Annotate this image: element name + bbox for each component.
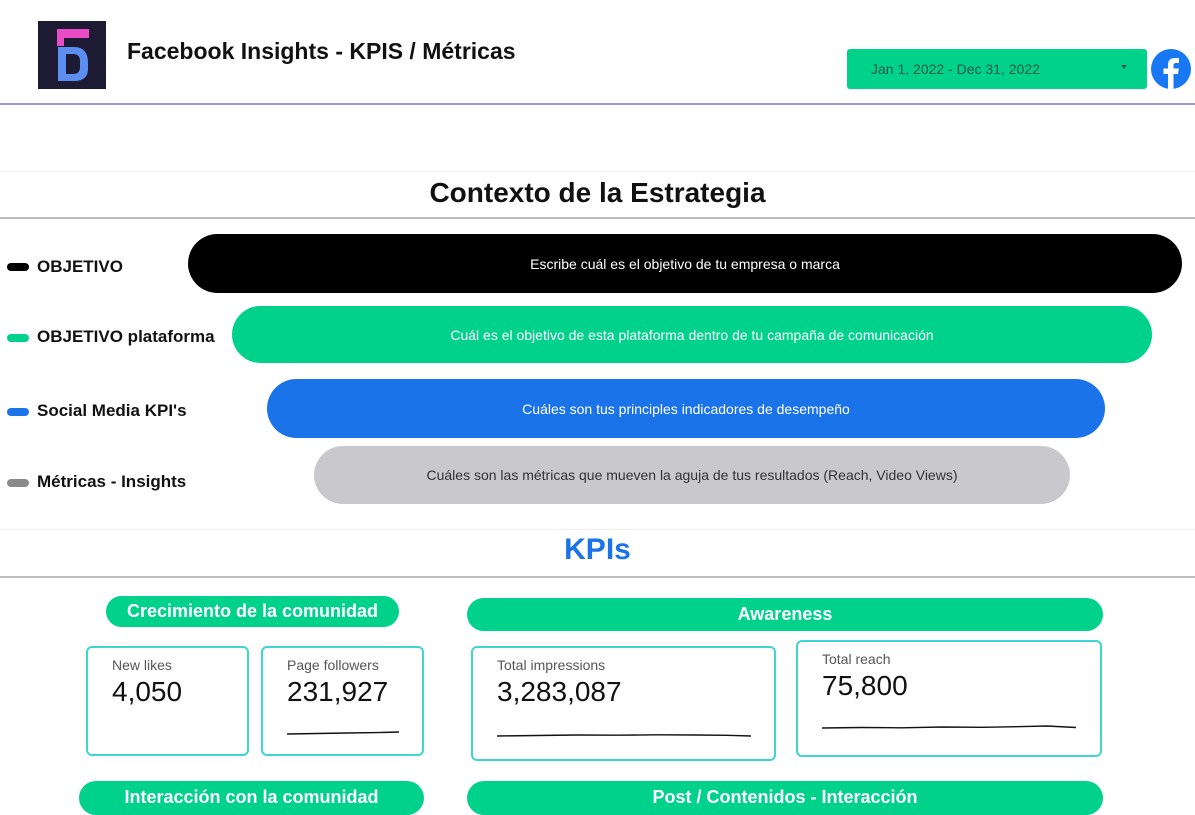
context-section-title: Contexto de la Estrategia	[429, 177, 766, 208]
date-range-label: Jan 1, 2022 - Dec 31, 2022	[871, 61, 1040, 77]
post-contenidos-heading: Post / Contenidos - Interacción	[467, 781, 1103, 815]
total-reach-value: 75,800	[822, 670, 908, 701]
objetivo-plataforma-bullet-icon	[7, 334, 29, 342]
page-followers-card: Page followers 231,927	[261, 646, 424, 756]
kpi-bullet-icon	[7, 408, 29, 416]
interaccion-comunidad-heading: Interacción con la comunidad	[79, 781, 424, 815]
page-followers-label: Page followers	[287, 657, 379, 673]
total-impressions-value: 3,283,087	[497, 676, 622, 707]
header-divider	[0, 103, 1195, 105]
total-reach-label: Total reach	[822, 651, 891, 667]
page-followers-sparkline	[287, 731, 399, 735]
awareness-heading: Awareness	[467, 598, 1103, 631]
new-likes-value: 4,050	[112, 676, 183, 707]
context-section-header: Contexto de la Estrategia	[0, 171, 1195, 219]
total-impressions-card: Total impressions 3,283,087	[471, 646, 776, 761]
facebook-icon[interactable]	[1151, 49, 1191, 89]
page-followers-value: 231,927	[287, 676, 389, 707]
total-impressions-sparkline	[497, 734, 751, 737]
crecimiento-comunidad-heading: Crecimiento de la comunidad	[106, 596, 399, 627]
objetivo-plataforma-pill: Cuál es el objetivo de esta plataforma d…	[232, 306, 1152, 363]
date-range-picker[interactable]: Jan 1, 2022 - Dec 31, 2022	[847, 49, 1147, 89]
objetivo-bullet-icon	[7, 263, 29, 271]
new-likes-card: New likes 4,050	[86, 646, 249, 756]
chevron-down-icon	[1121, 65, 1127, 69]
metricas-insights-label: Métricas - Insights	[37, 472, 187, 491]
kpis-section-header: KPIs	[0, 529, 1195, 578]
brand-d-logo-icon	[38, 21, 106, 89]
social-media-kpis-label: Social Media KPI's	[37, 401, 187, 420]
metricas-insights-pill: Cuáles son las métricas que mueven la ag…	[314, 446, 1070, 504]
brand-logo	[38, 21, 106, 89]
total-reach-card: Total reach 75,800	[796, 640, 1102, 757]
objetivo-label: OBJETIVO	[37, 257, 123, 276]
metricas-bullet-icon	[7, 479, 29, 487]
total-reach-sparkline	[822, 725, 1076, 729]
objetivo-pill: Escribe cuál es el objetivo de tu empres…	[188, 234, 1182, 293]
total-impressions-label: Total impressions	[497, 657, 606, 673]
objetivo-plataforma-label: OBJETIVO plataforma	[37, 327, 215, 346]
page-title: Facebook Insights - KPIS / Métricas	[127, 38, 516, 64]
new-likes-label: New likes	[112, 657, 172, 673]
social-media-kpis-pill: Cuáles son tus principles indicadores de…	[267, 379, 1105, 438]
kpis-section-title: KPIs	[564, 533, 631, 566]
